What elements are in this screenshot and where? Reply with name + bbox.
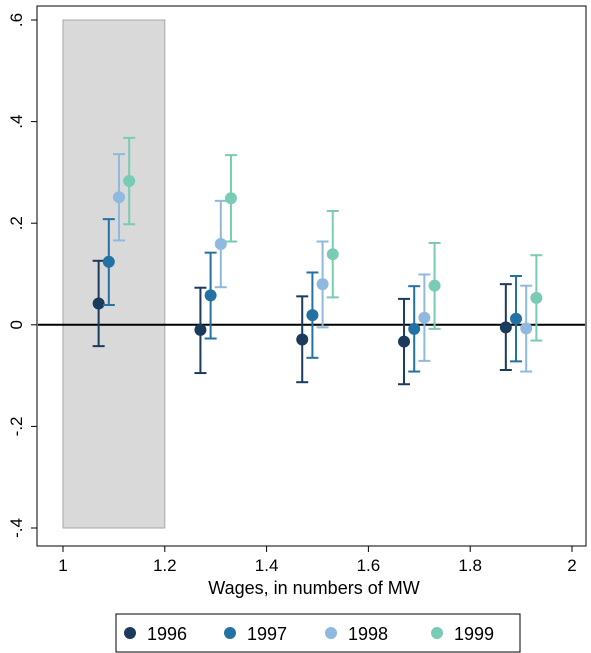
data-point	[499, 321, 512, 334]
data-point	[123, 175, 136, 188]
data-point	[418, 311, 431, 324]
legend-label: 1999	[454, 624, 494, 644]
x-tick-label: 2	[567, 556, 576, 575]
data-point	[428, 279, 441, 292]
data-point	[306, 309, 319, 322]
y-tick-label: .6	[7, 13, 26, 27]
legend-marker	[224, 627, 236, 639]
data-point	[102, 255, 115, 268]
y-tick-label: -.2	[7, 416, 26, 436]
x-tick-label: 1.8	[458, 556, 482, 575]
shaded-region-group	[62, 19, 166, 529]
data-point	[520, 322, 533, 335]
series-group	[92, 136, 543, 386]
data-point	[316, 278, 329, 291]
data-point	[92, 297, 105, 310]
data-point	[194, 323, 207, 336]
legend-marker	[124, 627, 136, 639]
legend-label: 1996	[147, 624, 187, 644]
data-point	[214, 238, 227, 251]
data-point	[326, 248, 339, 261]
legend-box	[115, 613, 521, 653]
x-axis-title: Wages, in numbers of MW	[208, 578, 419, 598]
data-point	[112, 191, 125, 204]
data-point	[510, 312, 523, 325]
x-tick-label: 1	[58, 556, 67, 575]
axes-group: -.4 -.2 0 .2 .4 .6 1 1.2 1.4 1.6 1.8 2	[7, 6, 586, 575]
legend: 1996 1997 1998 1999	[115, 613, 521, 653]
shaded-region	[62, 19, 166, 529]
y-tick-label: -.4	[7, 518, 26, 538]
data-point	[398, 335, 411, 348]
data-point	[408, 322, 421, 335]
data-point	[530, 291, 543, 304]
legend-label: 1998	[348, 624, 388, 644]
y-tick-label: .4	[7, 115, 26, 129]
x-tick-label: 1.6	[357, 556, 381, 575]
data-point	[296, 333, 309, 346]
legend-marker	[431, 627, 443, 639]
legend-marker	[325, 627, 337, 639]
data-point	[204, 289, 217, 302]
y-tick-label: 0	[7, 320, 26, 329]
y-tick-label: .2	[7, 216, 26, 230]
x-tick-label: 1.4	[255, 556, 279, 575]
x-tick-label: 1.2	[153, 556, 177, 575]
legend-label: 1997	[247, 624, 287, 644]
data-point	[224, 192, 237, 205]
